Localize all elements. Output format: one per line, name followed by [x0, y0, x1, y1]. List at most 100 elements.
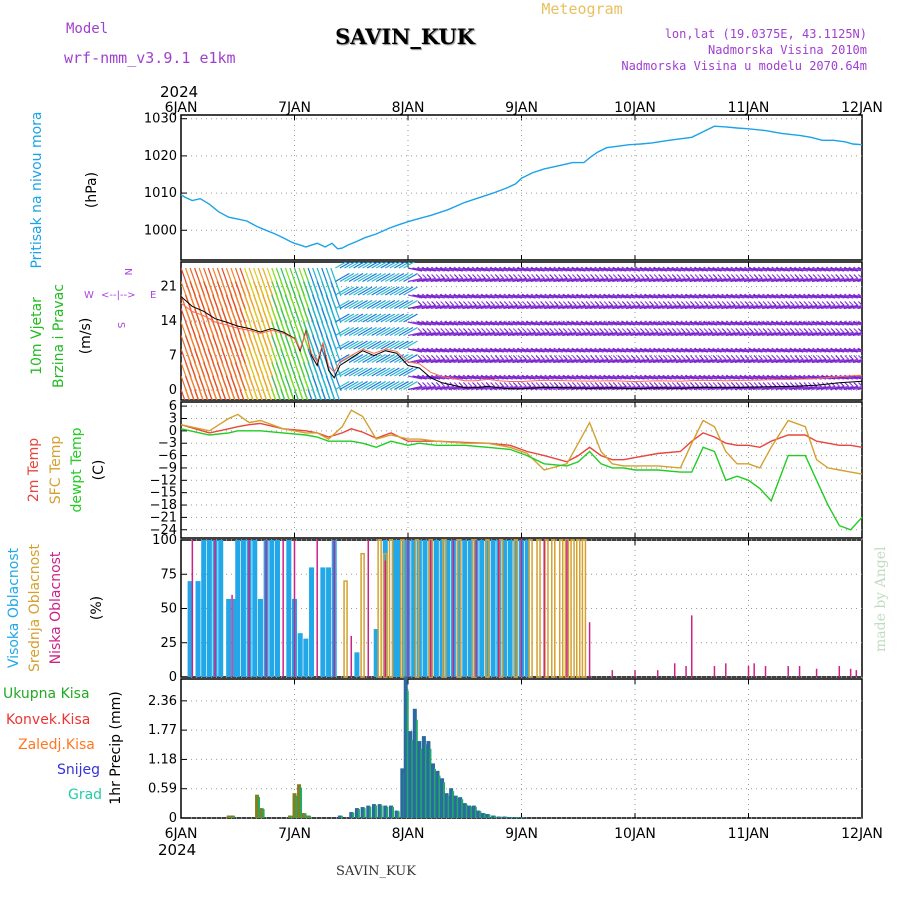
wind-barb	[353, 272, 368, 283]
wind-barb-flag	[476, 355, 482, 360]
wind-barb	[512, 358, 527, 364]
wind-barb	[852, 332, 862, 337]
wind-barb	[807, 348, 822, 353]
cloud-bar-mid	[388, 539, 394, 678]
wind-barb	[634, 331, 650, 337]
year-bottom: 2024	[158, 841, 196, 859]
wind-barb	[798, 358, 813, 364]
wind-barb	[748, 304, 763, 310]
wind-barb	[830, 331, 845, 337]
wind-barb	[380, 380, 396, 391]
wind-barb-flag	[721, 382, 727, 387]
wind-barb	[203, 389, 209, 400]
precip-bar	[412, 708, 417, 818]
wind-barb	[216, 389, 222, 400]
wind-barb-flag	[517, 382, 523, 387]
wind-barb-flag	[576, 355, 582, 360]
wind-barb	[612, 267, 627, 272]
wind-barb	[725, 294, 740, 299]
wind-barb	[793, 331, 809, 337]
wind-barb-flag	[608, 274, 614, 279]
wind-barb	[811, 348, 827, 353]
wind-barb	[739, 321, 754, 326]
wind-barb-flag	[753, 328, 759, 333]
wind-barb-flag	[789, 274, 795, 279]
wind-barb	[557, 358, 572, 364]
wind-barb-flag	[658, 382, 664, 387]
wind-barb	[857, 306, 862, 310]
cloud-bar-mid	[513, 539, 519, 678]
wind-barb	[403, 299, 418, 310]
wind-barb	[475, 385, 491, 391]
wind-barb	[435, 331, 450, 337]
wind-barb	[848, 358, 862, 364]
wind-barb	[439, 348, 454, 353]
wind-barb	[657, 321, 672, 326]
wind-barb	[280, 389, 286, 400]
wind-barb	[330, 375, 341, 400]
wind-barb	[589, 348, 604, 353]
wind-barb	[780, 267, 795, 272]
wind-barb	[748, 294, 763, 299]
wind-barb-flag	[703, 328, 709, 333]
wind-barb	[680, 348, 695, 353]
wind-barb-flag	[830, 301, 836, 306]
wind-barb	[771, 348, 786, 353]
wind-barb	[385, 272, 400, 283]
wind-barb	[489, 348, 504, 353]
wind-barb	[789, 277, 804, 283]
wind-barb	[335, 272, 350, 283]
wind-barb	[675, 277, 690, 283]
wind-barb	[811, 358, 827, 364]
wind-barb	[675, 267, 690, 272]
wind-barb	[798, 385, 813, 391]
wind-barb	[435, 385, 450, 391]
wind-barb	[761, 277, 777, 283]
wind-barb	[485, 267, 500, 272]
cloud-bar-mid	[581, 539, 587, 678]
wind-barb-flag	[599, 301, 605, 306]
wind-barb-flag	[544, 355, 550, 360]
wind-barb	[357, 353, 373, 364]
wind-barb	[830, 277, 845, 283]
cloud-bar-high	[422, 540, 428, 677]
wind-barb-flag	[453, 355, 459, 360]
wind-barb	[802, 358, 818, 364]
precip-ytick-label: 0	[169, 811, 177, 826]
wind-barb	[412, 294, 427, 299]
wind-barb	[412, 331, 427, 337]
wind-barb	[693, 277, 709, 283]
cloud-bar-high	[396, 540, 402, 677]
wind-barb	[530, 304, 545, 310]
wind-barb-flag	[603, 301, 609, 306]
wind-barb-flag	[767, 382, 773, 387]
wind-barb-flag	[472, 382, 477, 387]
cloud-bar-mid	[558, 539, 564, 678]
cloud-ytick-label: 0	[169, 670, 177, 685]
wind-barb	[807, 331, 822, 337]
wind-barb-flag	[817, 328, 822, 333]
cloud-bar-high	[416, 540, 422, 677]
wind-barb	[625, 294, 641, 299]
wind-barb	[516, 277, 532, 283]
wind-barb-flag	[867, 294, 871, 298]
wind-barb-flag	[848, 274, 854, 279]
wind-barb	[798, 304, 813, 310]
wind-barb	[594, 277, 609, 283]
wind-barb	[435, 375, 450, 380]
wind-barb	[548, 331, 563, 337]
wind-barb	[630, 277, 645, 283]
wind-barb	[607, 375, 622, 380]
precip-bar-total	[420, 748, 423, 818]
wind-barb	[344, 262, 357, 269]
wind-barb	[761, 294, 777, 299]
wind-barb	[761, 304, 777, 310]
wind-barb-flag	[603, 382, 609, 387]
x-tick-label-top: 9JAN	[505, 100, 538, 116]
wind-barb	[380, 353, 396, 364]
wind-barb	[807, 304, 822, 310]
wind-barb	[666, 358, 681, 364]
wind-barb	[766, 304, 781, 310]
wind-barb	[757, 358, 772, 364]
wind-barb-flag	[531, 274, 536, 279]
